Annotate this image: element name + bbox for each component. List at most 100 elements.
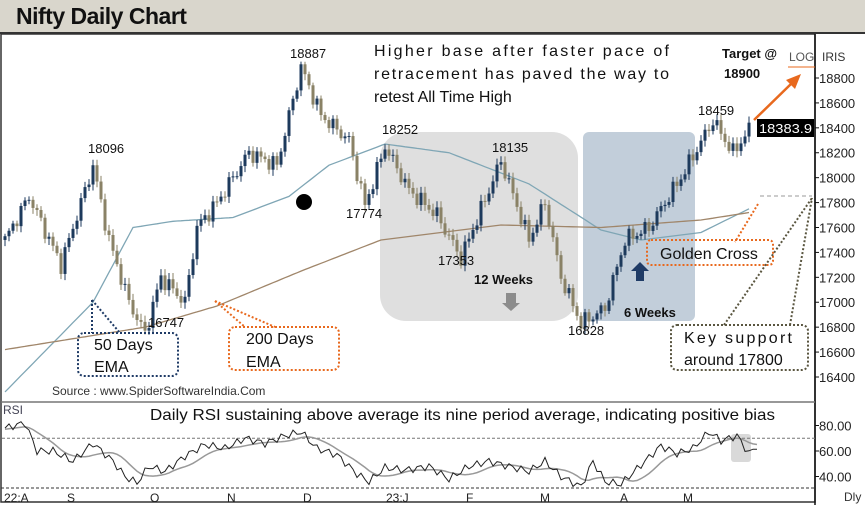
target-arrowhead: [786, 74, 801, 89]
log-scale-button[interactable]: LOG: [789, 50, 814, 64]
candle-body: [343, 136, 347, 139]
candle-body: [671, 181, 675, 203]
candle-body: [243, 154, 247, 167]
candle-body: [735, 143, 739, 152]
candle-body: [107, 230, 111, 236]
candle-body: [475, 225, 479, 230]
candle-body: [499, 162, 503, 165]
candle-body: [663, 204, 667, 207]
candle-body: [679, 179, 683, 186]
candle-body: [199, 219, 203, 226]
rsi-line: [4, 421, 758, 488]
rsi-y-tick-label: 80.00: [819, 419, 852, 434]
candle-body: [515, 193, 519, 207]
x-tick-label: S: [67, 491, 75, 505]
candle-body: [403, 178, 407, 183]
x-tick-label: N: [227, 491, 236, 505]
candle-body: [251, 150, 255, 163]
candle-body: [747, 122, 751, 137]
candle-body: [435, 207, 439, 217]
candle-body: [531, 232, 535, 242]
candle-body: [339, 129, 343, 139]
candle-body: [563, 278, 567, 294]
candle-body: [667, 202, 671, 205]
ema200-label-1: 200 Days: [246, 331, 314, 348]
golden-cross-pointer: [734, 203, 759, 243]
candle-body: [283, 135, 287, 152]
twelve-weeks-label: 12 Weeks: [474, 272, 533, 287]
candle-body: [459, 251, 463, 266]
candle-body: [63, 247, 67, 274]
candle-body: [575, 306, 579, 316]
y-tick-label: 16800: [819, 320, 855, 335]
candle-body: [207, 215, 211, 222]
candle-body: [379, 158, 383, 162]
candle-body: [599, 305, 603, 314]
last-price-label: 18383.9: [759, 121, 812, 136]
candle-body: [615, 266, 619, 275]
candle-body: [163, 275, 167, 291]
source-label: Source : www.SpiderSoftwareIndia.Com: [52, 384, 265, 398]
rsi-average-line: [4, 426, 758, 482]
swing-label: 17774: [346, 206, 382, 221]
candle-body: [639, 233, 643, 237]
candle-body: [431, 209, 435, 217]
y-tick-label: 16400: [819, 370, 855, 385]
title-bar: Nifty Daily Chart: [0, 0, 865, 34]
candle-body: [31, 199, 35, 208]
candle-body: [411, 187, 415, 194]
candle-body: [187, 275, 191, 297]
candle-body: [79, 198, 83, 221]
candle-body: [571, 288, 575, 307]
candle-body: [335, 118, 339, 130]
candle-body: [359, 181, 363, 184]
candle-body: [555, 237, 559, 256]
y-tick-label: 18000: [819, 171, 855, 186]
candle-body: [727, 141, 731, 151]
candle-body: [215, 201, 219, 203]
candle-body: [75, 220, 79, 229]
candle-body: [279, 151, 283, 165]
candle-body: [427, 204, 431, 210]
ema50-label-1: 50 Days: [94, 337, 153, 354]
swing-label: 18252: [382, 122, 418, 137]
headline-line: retracement has paved the way to: [374, 66, 669, 83]
y-tick-label: 18600: [819, 96, 855, 111]
ema200-label-2: EMA: [246, 354, 281, 371]
candle-body: [467, 238, 471, 242]
candle-body: [635, 236, 639, 239]
target-arrow: [753, 81, 794, 121]
candle-body: [631, 228, 635, 239]
support-pointer-2: [789, 197, 813, 326]
candle-body: [507, 178, 511, 180]
y-tick-label: 18400: [819, 121, 855, 136]
candle-body: [67, 237, 71, 248]
candle-body: [371, 189, 375, 195]
candle-body: [347, 136, 351, 138]
candle-body: [55, 245, 59, 254]
candle-body: [363, 183, 367, 205]
candle-body: [143, 321, 147, 331]
ema200-callout: [228, 326, 340, 371]
candle-body: [83, 187, 87, 199]
candle-body: [691, 154, 695, 161]
candle-body: [11, 223, 15, 231]
candle-body: [619, 255, 623, 267]
candle-body: [211, 201, 215, 222]
candle-body: [51, 236, 55, 246]
target-label-2: 18900: [724, 66, 760, 81]
candle-body: [743, 136, 747, 144]
candle-body: [179, 295, 183, 303]
swing-label: 16747: [148, 315, 184, 330]
candle-body: [351, 136, 355, 156]
rsi-note: Daily RSI sustaining above average its n…: [150, 407, 775, 424]
y-tick-label: 16600: [819, 345, 855, 360]
candle-body: [123, 283, 127, 285]
swing-label: 18135: [492, 140, 528, 155]
candle-body: [87, 184, 91, 188]
candle-body: [731, 143, 735, 151]
candle-body: [159, 275, 163, 290]
candle-body: [739, 143, 743, 152]
candle-body: [387, 149, 391, 156]
